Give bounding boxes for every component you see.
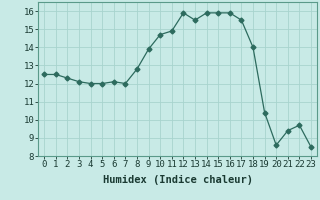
X-axis label: Humidex (Indice chaleur): Humidex (Indice chaleur) bbox=[103, 175, 252, 185]
